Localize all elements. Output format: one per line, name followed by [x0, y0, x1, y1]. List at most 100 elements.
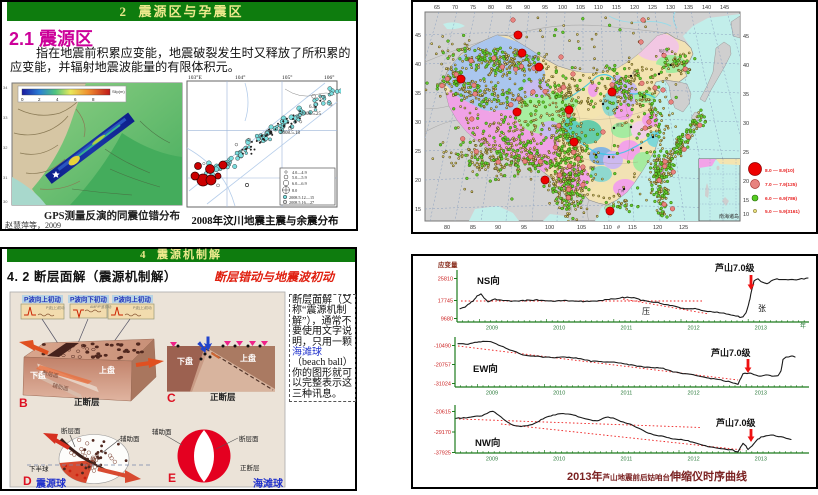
- svg-text:-31024: -31024: [434, 382, 451, 388]
- svg-text:2010: 2010: [553, 391, 565, 397]
- svg-text:P波(上)初动: P波(上)初动: [46, 305, 65, 310]
- svg-text:33: 33: [3, 115, 8, 120]
- svg-text:40: 40: [415, 62, 421, 68]
- svg-text:8: 8: [92, 97, 95, 102]
- svg-text:2010: 2010: [553, 326, 565, 332]
- svg-text:65: 65: [434, 5, 440, 11]
- svg-text:103°E: 103°E: [188, 74, 202, 81]
- svg-text:上盘: 上盘: [99, 365, 115, 375]
- svg-text:P波向上初动: P波向上初动: [114, 295, 151, 304]
- svg-text:-29170: -29170: [434, 430, 451, 436]
- svg-text:32: 32: [3, 145, 8, 150]
- svg-text:正断层: 正断层: [210, 392, 236, 402]
- svg-text:145: 145: [720, 5, 729, 11]
- svg-text:115: 115: [628, 225, 637, 231]
- svg-text:4.0—4.9: 4.0—4.9: [292, 170, 307, 175]
- svg-text:2013: 2013: [755, 457, 767, 463]
- svg-text:115: 115: [612, 5, 621, 11]
- svg-text:105: 105: [577, 225, 586, 231]
- svg-text:下盘: 下盘: [30, 370, 46, 380]
- svg-text:芦山7.0级: 芦山7.0级: [715, 262, 756, 273]
- svg-text:压: 压: [642, 307, 650, 316]
- svg-text:45: 45: [415, 33, 421, 39]
- svg-text:120: 120: [630, 5, 639, 11]
- svg-text:17745: 17745: [438, 299, 453, 305]
- svg-text:110: 110: [594, 5, 603, 11]
- svg-text:75: 75: [470, 5, 476, 11]
- svg-text:35: 35: [743, 92, 749, 98]
- svg-text:芦山7.0级: 芦山7.0级: [716, 417, 757, 428]
- svg-text:105: 105: [576, 5, 585, 11]
- svg-text:2010: 2010: [553, 457, 565, 463]
- svg-text:C: C: [167, 391, 176, 405]
- svg-text:31: 31: [3, 175, 8, 180]
- svg-text:-10490: -10490: [434, 344, 451, 350]
- svg-text:7.0 — 7.9(125): 7.0 — 7.9(125): [765, 182, 797, 188]
- svg-text:2008.5.25: 2008.5.25: [301, 112, 322, 117]
- svg-text:-20757: -20757: [434, 363, 451, 369]
- svg-text:95: 95: [521, 225, 527, 231]
- svg-text:100: 100: [558, 5, 567, 11]
- svg-text:广州: 广州: [618, 188, 624, 193]
- svg-text:34: 34: [3, 85, 8, 90]
- svg-text:40: 40: [743, 63, 749, 69]
- svg-text:P波向上初动: P波向上初动: [24, 295, 61, 304]
- svg-text:辅助面: 辅助面: [120, 434, 140, 443]
- svg-text:D: D: [23, 474, 32, 488]
- svg-text:6.4: 6.4: [309, 105, 316, 110]
- svg-text:2011: 2011: [620, 457, 632, 463]
- svg-text:80: 80: [488, 5, 494, 11]
- svg-text:辅助面: 辅助面: [152, 427, 172, 436]
- svg-text:15: 15: [743, 198, 749, 204]
- svg-text:NS向: NS向: [477, 275, 500, 287]
- svg-text:哈尔滨: 哈尔滨: [659, 48, 669, 53]
- svg-text:100: 100: [545, 225, 554, 231]
- svg-text:125: 125: [648, 5, 657, 11]
- svg-text:-37925: -37925: [434, 451, 451, 457]
- svg-text:90: 90: [524, 5, 530, 11]
- svg-text:8.0 — 8.9(10): 8.0 — 8.9(10): [765, 168, 795, 174]
- svg-text:#: #: [617, 225, 621, 231]
- svg-text:4: 4: [56, 97, 59, 102]
- svg-text:断层面: 断层面: [42, 368, 60, 380]
- svg-text:30: 30: [415, 120, 421, 126]
- svg-text:2008.5.16—27: 2008.5.16—27: [289, 200, 314, 205]
- svg-text:南海诸岛: 南海诸岛: [719, 213, 739, 220]
- svg-text:25: 25: [743, 150, 749, 156]
- svg-text:2009: 2009: [486, 326, 498, 332]
- svg-text:2009: 2009: [486, 391, 498, 397]
- svg-text:106°: 106°: [324, 74, 334, 81]
- svg-text:6.0—6.9: 6.0—6.9: [292, 181, 307, 186]
- svg-text:2012: 2012: [687, 457, 699, 463]
- svg-text:2013: 2013: [755, 391, 767, 397]
- svg-text:2009: 2009: [486, 457, 498, 463]
- svg-text:95: 95: [542, 5, 548, 11]
- svg-text:Slip(m): Slip(m): [112, 89, 125, 94]
- svg-text:125: 125: [679, 225, 688, 231]
- svg-text:2011: 2011: [620, 326, 632, 332]
- svg-text:6: 6: [74, 97, 77, 102]
- svg-text:10: 10: [743, 212, 749, 218]
- svg-text:25810: 25810: [438, 277, 453, 283]
- svg-text:正断层: 正断层: [74, 397, 100, 407]
- svg-text:85: 85: [470, 225, 476, 231]
- svg-text:90: 90: [495, 225, 501, 231]
- svg-text:NW向: NW向: [475, 437, 500, 449]
- svg-text:9680: 9680: [441, 317, 453, 323]
- svg-text:2011: 2011: [620, 391, 632, 397]
- svg-text:140: 140: [702, 5, 711, 11]
- svg-text:2012: 2012: [687, 391, 699, 397]
- svg-text:EW向: EW向: [473, 363, 498, 375]
- svg-text:130: 130: [666, 5, 675, 11]
- svg-text:2008.5.12—15: 2008.5.12—15: [289, 195, 314, 200]
- svg-text:5.0 — 5.9(3161): 5.0 — 5.9(3161): [765, 209, 800, 215]
- svg-text:-20615: -20615: [434, 410, 451, 416]
- svg-text:85: 85: [506, 5, 512, 11]
- svg-text:乌鲁木齐: 乌鲁木齐: [525, 54, 539, 59]
- svg-text:年: 年: [800, 322, 806, 330]
- svg-text:105°: 105°: [282, 74, 292, 81]
- svg-text:E: E: [168, 471, 176, 485]
- svg-text:2012: 2012: [687, 326, 699, 332]
- svg-text:0: 0: [21, 97, 24, 102]
- svg-text:120: 120: [653, 225, 662, 231]
